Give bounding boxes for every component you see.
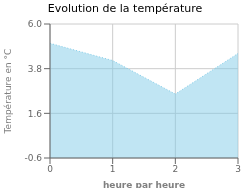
svg-text:Température en °C: Température en °C <box>8 49 13 135</box>
svg-text:3: 3 <box>235 164 241 174</box>
svg-text:6.0: 6.0 <box>28 19 43 29</box>
svg-text:1.6: 1.6 <box>28 109 43 119</box>
svg-text:0: 0 <box>47 164 53 174</box>
svg-text:2: 2 <box>172 164 178 174</box>
svg-text:heure par heure: heure par heure <box>103 180 185 188</box>
svg-text:3.8: 3.8 <box>28 64 43 74</box>
svg-text:1: 1 <box>110 164 116 174</box>
svg-text:-0.6: -0.6 <box>24 153 42 163</box>
html-text:Evolution de la température: Evolution de la température <box>47 2 203 15</box>
